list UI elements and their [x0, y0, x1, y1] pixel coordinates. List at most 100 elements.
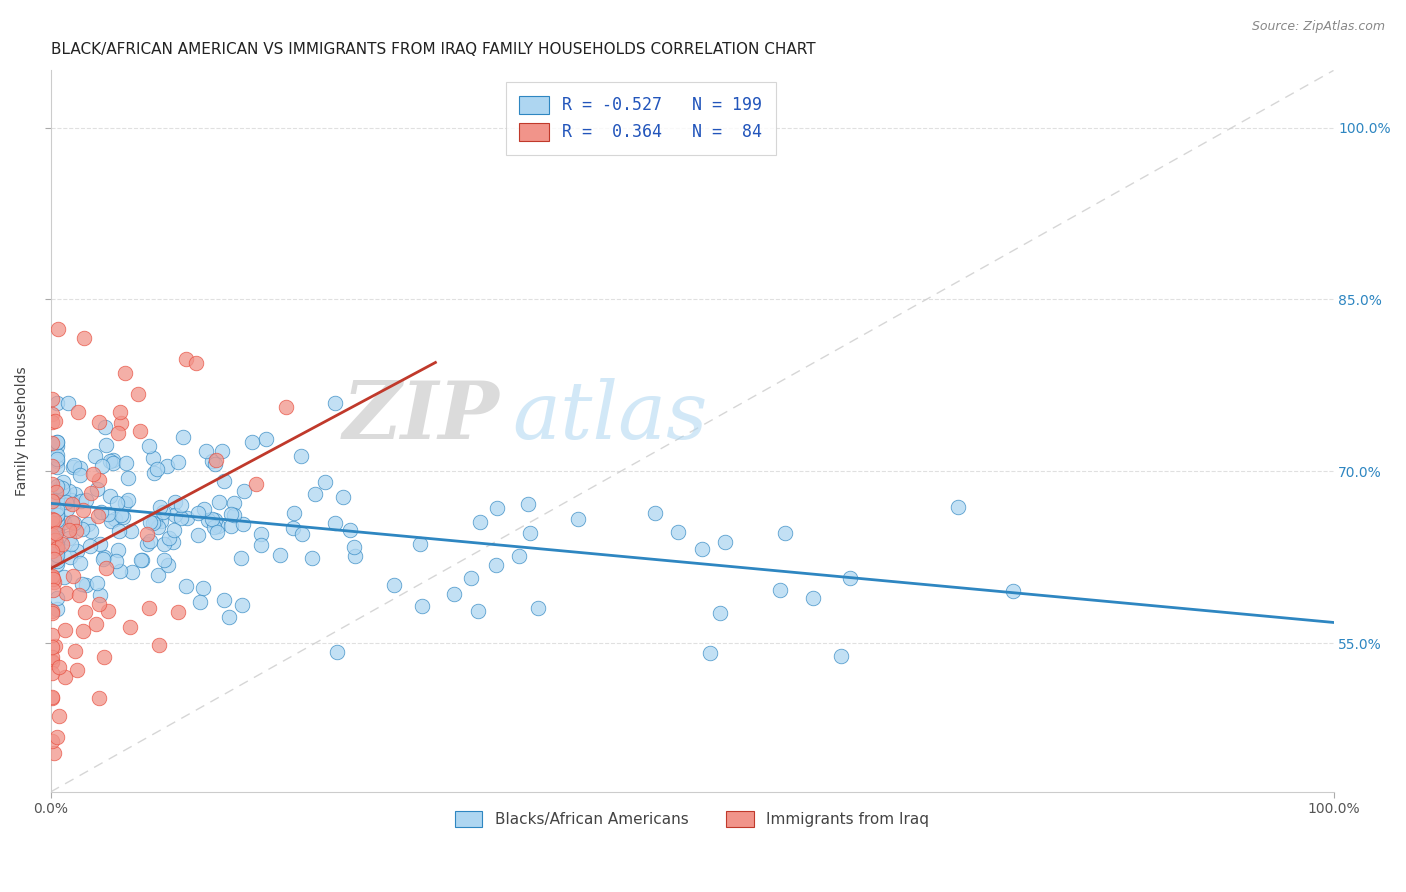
Point [90, 506, 112, 520]
Point [202, 520, 225, 534]
Point [769, 582, 792, 597]
Point [45, 523, 67, 537]
Point [41, 415, 63, 429]
Point [62, 569, 84, 583]
Point [84, 616, 107, 631]
Point [98, 454, 121, 468]
Point [56, 502, 79, 516]
Point [42, 583, 65, 598]
Point [45, 508, 67, 523]
Point [45, 544, 67, 558]
Point [232, 516, 254, 531]
Point [229, 550, 252, 565]
Point [58, 531, 80, 545]
Point [45, 526, 67, 541]
Point [150, 514, 173, 528]
Point [163, 495, 186, 509]
Point [142, 516, 165, 530]
Point [42, 746, 65, 760]
Point [201, 454, 224, 468]
Point [139, 515, 162, 529]
Point [80, 486, 103, 500]
Point [184, 356, 207, 370]
Point [170, 498, 193, 512]
Point [45, 548, 67, 562]
Point [219, 519, 242, 533]
Point [97, 507, 120, 521]
Point [139, 534, 162, 549]
Point [174, 579, 197, 593]
Point [45, 434, 67, 449]
Text: atlas: atlas [512, 378, 707, 456]
Point [382, 578, 405, 592]
Point [105, 496, 128, 510]
Point [98, 489, 121, 503]
Point [60, 515, 83, 529]
Point [41, 512, 63, 526]
Point [41, 459, 63, 474]
Point [45, 508, 67, 522]
Point [146, 520, 169, 534]
Point [46, 322, 69, 336]
Point [44, 639, 66, 653]
Point [269, 548, 291, 562]
Point [41, 477, 63, 491]
Point [174, 351, 197, 366]
Point [250, 526, 273, 541]
Point [86, 576, 108, 591]
Point [107, 542, 129, 557]
Point [45, 440, 67, 454]
Point [114, 496, 136, 510]
Point [148, 638, 170, 652]
Point [1002, 583, 1025, 598]
Point [53, 670, 76, 684]
Point [948, 500, 970, 514]
Point [127, 386, 149, 401]
Point [45, 454, 67, 468]
Point [188, 595, 211, 609]
Point [283, 506, 305, 520]
Point [254, 432, 277, 446]
Point [41, 407, 63, 421]
Point [120, 524, 142, 539]
Point [339, 523, 361, 537]
Point [110, 416, 132, 430]
Point [100, 514, 122, 528]
Point [516, 497, 538, 511]
Point [222, 495, 245, 509]
Point [46, 554, 69, 568]
Point [801, 591, 824, 605]
Point [409, 537, 432, 551]
Point [53, 623, 76, 637]
Point [97, 604, 120, 618]
Point [45, 516, 67, 530]
Point [839, 571, 862, 585]
Point [485, 500, 508, 515]
Point [323, 516, 346, 530]
Point [53, 570, 76, 584]
Point [274, 400, 297, 414]
Point [508, 549, 530, 563]
Point [89, 537, 111, 551]
Point [204, 457, 226, 471]
Point [69, 468, 91, 483]
Point [86, 482, 108, 496]
Point [197, 512, 219, 526]
Point [773, 526, 796, 541]
Point [245, 477, 267, 491]
Point [219, 507, 242, 521]
Point [187, 506, 209, 520]
Point [110, 508, 132, 522]
Point [67, 588, 90, 602]
Point [41, 665, 63, 680]
Point [48, 708, 70, 723]
Text: BLACK/AFRICAN AMERICAN VS IMMIGRANTS FROM IRAQ FAMILY HOUSEHOLDS CORRELATION CHA: BLACK/AFRICAN AMERICAN VS IMMIGRANTS FRO… [51, 42, 815, 57]
Point [172, 430, 194, 444]
Point [45, 492, 67, 507]
Point [41, 628, 63, 642]
Point [45, 502, 67, 516]
Point [152, 553, 174, 567]
Point [443, 587, 465, 601]
Point [136, 526, 159, 541]
Point [60, 497, 83, 511]
